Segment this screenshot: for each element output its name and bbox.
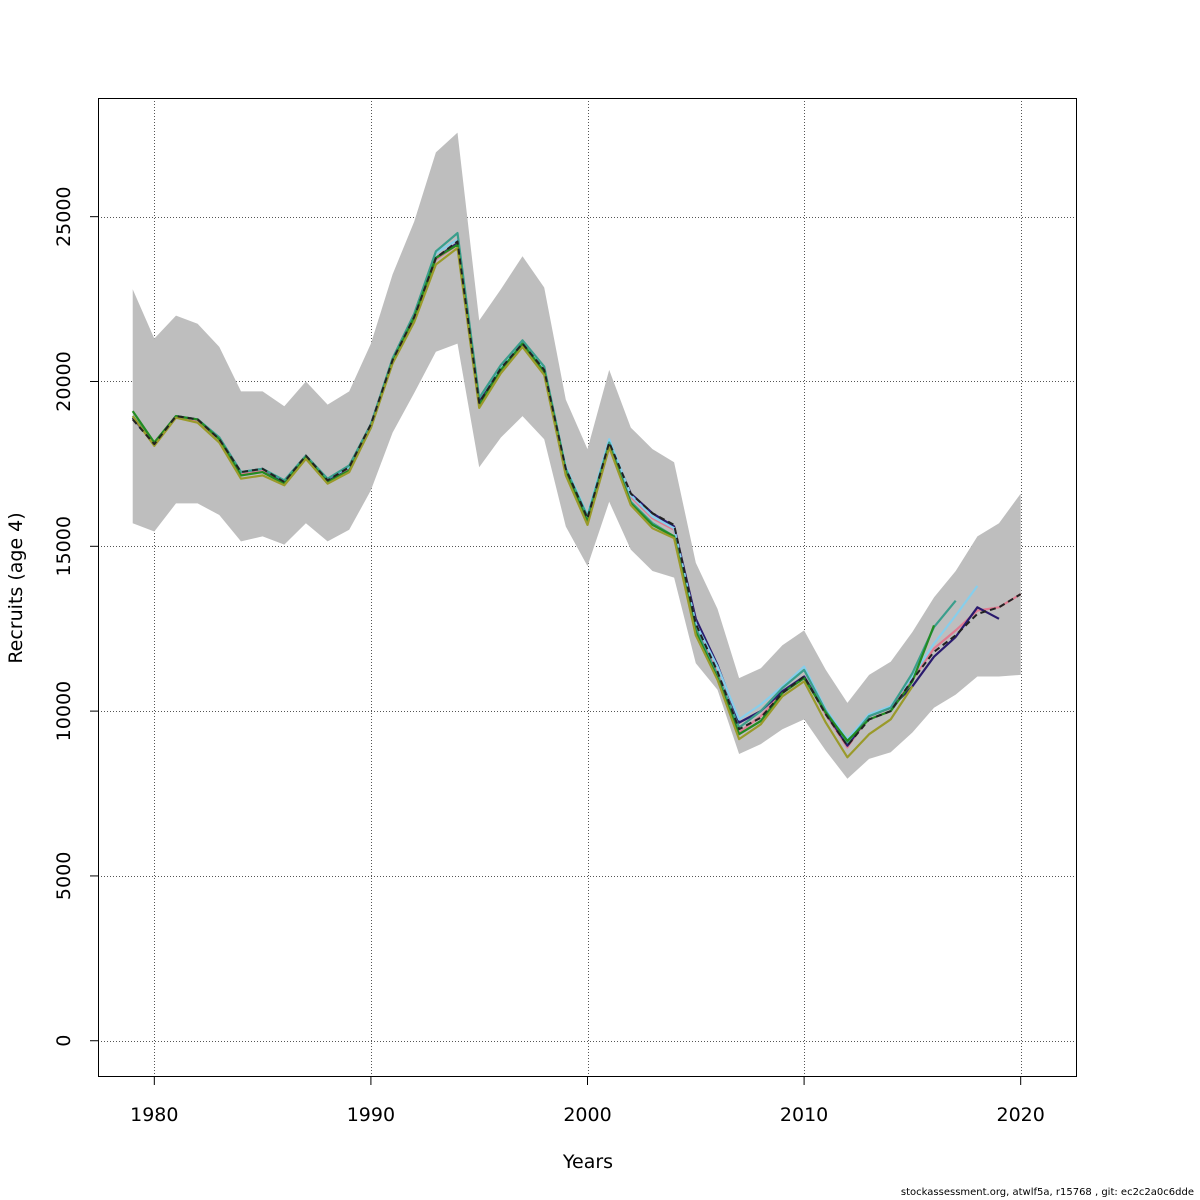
plot-frame xyxy=(98,98,1077,1077)
axes: 1980 1990 2000 2010 2020 0 5000 10000 15000 20000… xyxy=(53,186,1045,1126)
series-line-5 xyxy=(131,243,936,742)
y-axis-label: Recruits (age 4) xyxy=(5,512,27,663)
x-tick-label: 1980 xyxy=(130,1104,178,1126)
y-tick-label: 15000 xyxy=(53,516,75,576)
y-tick-label: 25000 xyxy=(53,186,75,246)
x-axis-label: Years xyxy=(562,1151,613,1173)
y-tick-label: 20000 xyxy=(53,351,75,411)
series-line-4 xyxy=(131,232,957,744)
y-tick-label: 5000 xyxy=(53,852,75,900)
footer-text: stockassessment.org, atwlf5a, r15768 , g… xyxy=(900,1187,1194,1198)
series-line-6 xyxy=(131,246,914,759)
x-tick-label: 2020 xyxy=(997,1104,1045,1126)
y-tick-label: 10000 xyxy=(53,681,75,741)
x-tick-label: 2000 xyxy=(563,1104,611,1126)
y-tick-label: 0 xyxy=(53,1035,75,1047)
confidence-band-area xyxy=(132,132,1021,779)
series-line-dashed xyxy=(131,240,1022,747)
x-tick-label: 1990 xyxy=(347,1104,395,1126)
series-lines xyxy=(131,232,1022,759)
x-tick-label: 2010 xyxy=(780,1104,828,1126)
grid xyxy=(98,98,1077,1077)
confidence-band xyxy=(132,132,1021,779)
